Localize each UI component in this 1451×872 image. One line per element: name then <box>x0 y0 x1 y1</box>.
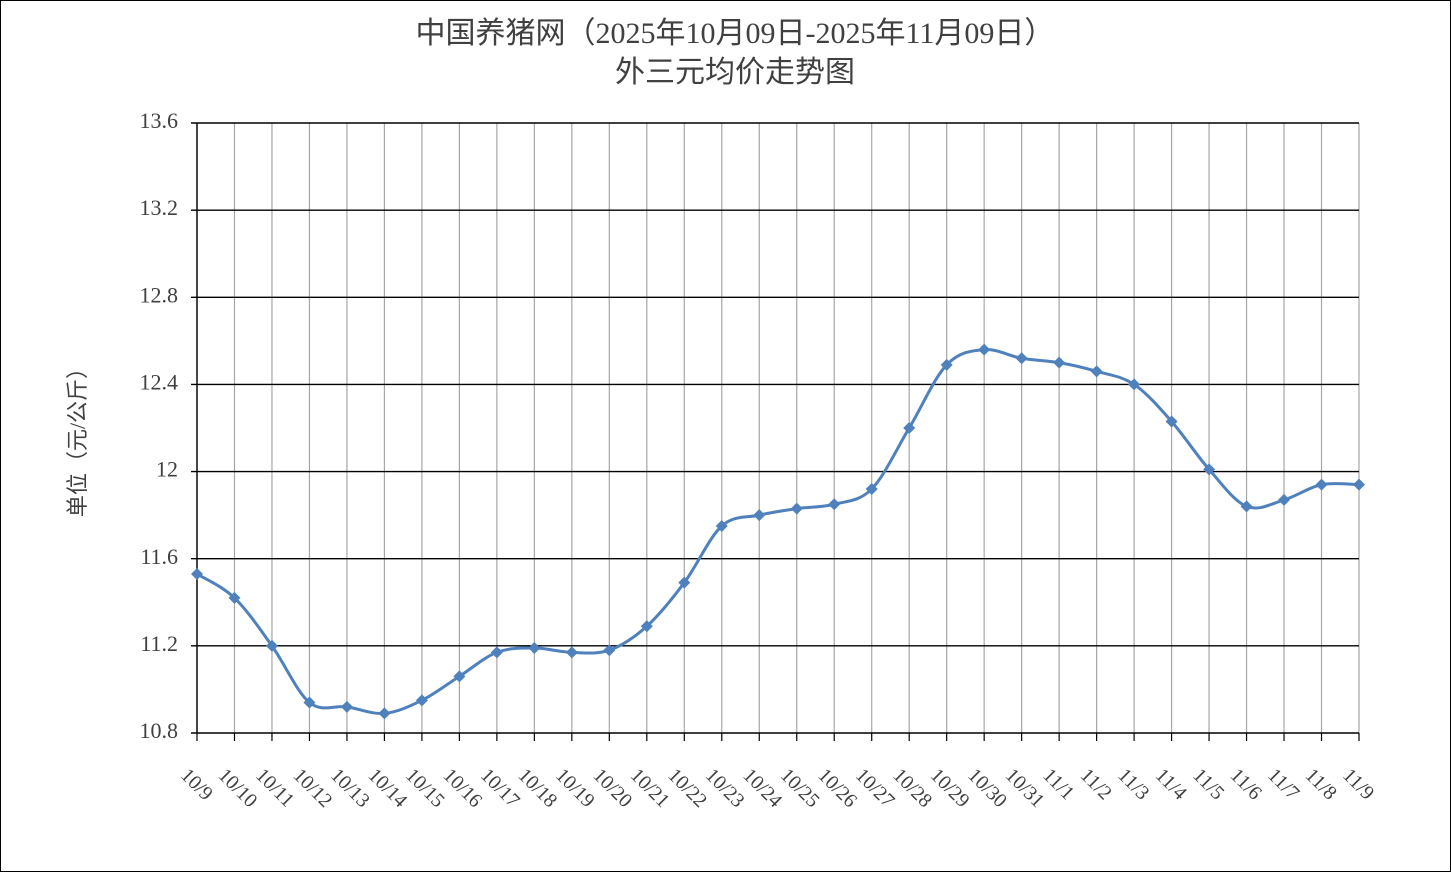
marker <box>528 642 541 655</box>
marker <box>1353 478 1365 491</box>
marker <box>790 502 803 515</box>
marker <box>340 700 353 713</box>
marker <box>1203 463 1216 476</box>
marker <box>191 567 203 580</box>
marker <box>828 498 841 511</box>
marker <box>1315 478 1328 491</box>
marker <box>490 646 503 659</box>
marker <box>228 591 241 604</box>
y-tick-label: 12.8 <box>140 282 179 307</box>
marker <box>1278 493 1291 506</box>
marker <box>453 670 466 683</box>
marker <box>640 620 653 633</box>
marker <box>865 483 878 495</box>
marker <box>978 343 991 356</box>
marker <box>715 520 728 533</box>
marker <box>303 696 316 709</box>
marker <box>903 422 916 434</box>
marker <box>1053 356 1066 369</box>
marker <box>265 639 278 652</box>
y-axis-label: 单位（元/公斤） <box>65 357 90 517</box>
y-tick-label: 11.6 <box>140 544 178 569</box>
marker <box>415 694 428 707</box>
marker <box>678 576 691 589</box>
y-tick-label: 13.2 <box>140 195 179 220</box>
chart-title: 中国养猪网（2025年10月09日-2025年11月09日） <box>416 17 1055 50</box>
marker <box>1015 352 1028 365</box>
marker <box>1128 378 1141 391</box>
y-tick-label: 13.6 <box>140 108 179 133</box>
marker <box>603 644 616 657</box>
y-tick-label: 10.8 <box>140 718 179 743</box>
marker <box>1090 365 1103 378</box>
marker <box>1165 415 1178 428</box>
marker <box>378 707 391 720</box>
y-tick-label: 12 <box>156 457 178 482</box>
y-tick-label: 11.2 <box>140 631 178 656</box>
marker <box>940 358 953 371</box>
marker <box>565 646 578 659</box>
marker <box>753 509 766 522</box>
marker <box>1240 500 1253 513</box>
y-tick-label: 12.4 <box>140 369 179 394</box>
chart-subtitle: 外三元均价走势图 <box>615 56 855 89</box>
